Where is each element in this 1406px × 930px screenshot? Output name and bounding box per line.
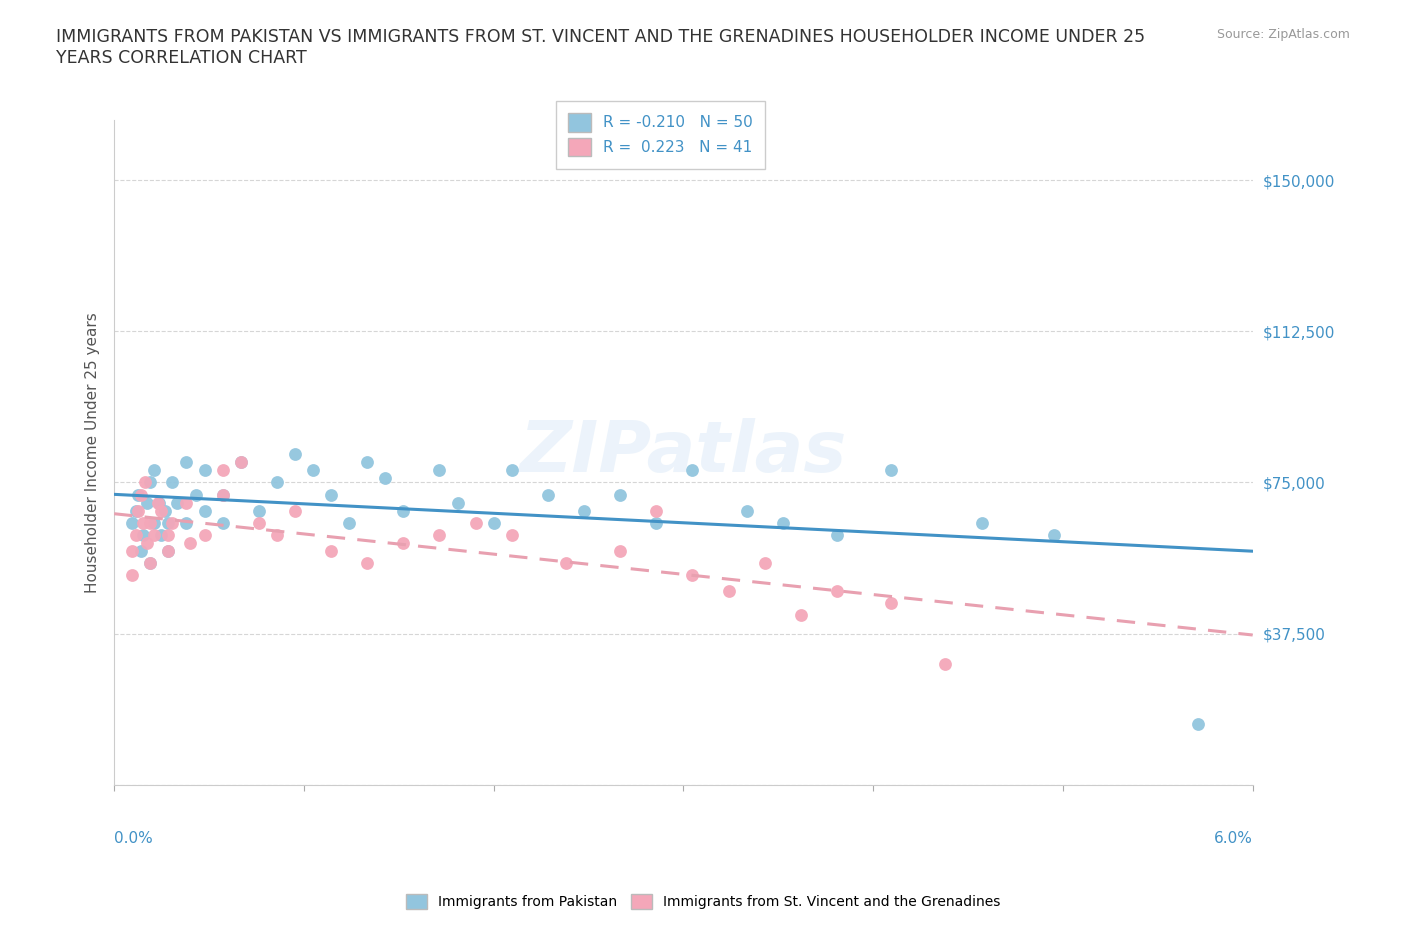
Point bbox=[121, 543, 143, 558]
Point bbox=[176, 495, 198, 510]
Point bbox=[142, 515, 165, 530]
Point bbox=[356, 455, 378, 470]
Point bbox=[337, 515, 360, 530]
Point bbox=[609, 543, 631, 558]
Point bbox=[645, 503, 668, 518]
Point bbox=[1187, 717, 1209, 732]
Text: IMMIGRANTS FROM PAKISTAN VS IMMIGRANTS FROM ST. VINCENT AND THE GRENADINES HOUSE: IMMIGRANTS FROM PAKISTAN VS IMMIGRANTS F… bbox=[56, 28, 1146, 67]
Point bbox=[682, 567, 704, 582]
Point bbox=[157, 543, 180, 558]
Point bbox=[501, 527, 523, 542]
Point bbox=[229, 455, 252, 470]
Legend: R = -0.210   N = 50, R =  0.223   N = 41: R = -0.210 N = 50, R = 0.223 N = 41 bbox=[555, 100, 765, 168]
Text: Source: ZipAtlas.com: Source: ZipAtlas.com bbox=[1216, 28, 1350, 41]
Point bbox=[157, 515, 180, 530]
Point bbox=[970, 515, 993, 530]
Point bbox=[193, 527, 215, 542]
Point bbox=[129, 543, 152, 558]
Text: 0.0%: 0.0% bbox=[114, 831, 153, 846]
Point bbox=[211, 515, 233, 530]
Point bbox=[150, 503, 173, 518]
Point bbox=[790, 608, 813, 623]
Point bbox=[139, 515, 162, 530]
Point bbox=[139, 555, 162, 570]
Point bbox=[139, 555, 162, 570]
Point bbox=[880, 463, 903, 478]
Point bbox=[166, 495, 188, 510]
Point bbox=[229, 455, 252, 470]
Point bbox=[127, 487, 149, 502]
Point bbox=[142, 463, 165, 478]
Point bbox=[160, 515, 183, 530]
Point bbox=[572, 503, 595, 518]
Point bbox=[537, 487, 560, 502]
Point bbox=[142, 527, 165, 542]
Point bbox=[464, 515, 486, 530]
Point bbox=[825, 527, 848, 542]
Point bbox=[135, 495, 157, 510]
Point bbox=[125, 503, 148, 518]
Point bbox=[682, 463, 704, 478]
Point bbox=[135, 536, 157, 551]
Text: 6.0%: 6.0% bbox=[1213, 831, 1253, 846]
Point bbox=[880, 596, 903, 611]
Point bbox=[501, 463, 523, 478]
Point bbox=[121, 515, 143, 530]
Point bbox=[184, 487, 207, 502]
Point bbox=[717, 584, 740, 599]
Point bbox=[211, 487, 233, 502]
Point bbox=[247, 515, 270, 530]
Point bbox=[609, 487, 631, 502]
Point bbox=[132, 527, 155, 542]
Y-axis label: Householder Income Under 25 years: Householder Income Under 25 years bbox=[86, 312, 100, 592]
Point bbox=[772, 515, 794, 530]
Point bbox=[176, 455, 198, 470]
Point bbox=[319, 487, 342, 502]
Point bbox=[146, 495, 169, 510]
Point bbox=[429, 463, 451, 478]
Point bbox=[148, 495, 170, 510]
Point bbox=[179, 536, 201, 551]
Point bbox=[132, 515, 155, 530]
Point bbox=[825, 584, 848, 599]
Point bbox=[284, 446, 307, 461]
Point bbox=[555, 555, 578, 570]
Point bbox=[374, 471, 396, 485]
Point bbox=[754, 555, 776, 570]
Point bbox=[446, 495, 468, 510]
Point bbox=[176, 515, 198, 530]
Point bbox=[284, 503, 307, 518]
Point bbox=[153, 503, 176, 518]
Point bbox=[150, 527, 173, 542]
Point bbox=[134, 475, 156, 490]
Point bbox=[157, 527, 180, 542]
Point bbox=[266, 527, 288, 542]
Point bbox=[266, 475, 288, 490]
Point bbox=[129, 487, 152, 502]
Point bbox=[482, 515, 505, 530]
Text: ZIPatlas: ZIPatlas bbox=[520, 418, 846, 486]
Point bbox=[125, 527, 148, 542]
Point bbox=[139, 475, 162, 490]
Point bbox=[356, 555, 378, 570]
Point bbox=[302, 463, 325, 478]
Point bbox=[193, 463, 215, 478]
Legend: Immigrants from Pakistan, Immigrants from St. Vincent and the Grenadines: Immigrants from Pakistan, Immigrants fro… bbox=[406, 895, 1000, 910]
Point bbox=[319, 543, 342, 558]
Point bbox=[392, 503, 415, 518]
Point bbox=[121, 567, 143, 582]
Point bbox=[429, 527, 451, 542]
Point bbox=[392, 536, 415, 551]
Point bbox=[1043, 527, 1066, 542]
Point bbox=[160, 475, 183, 490]
Point bbox=[645, 515, 668, 530]
Point bbox=[211, 487, 233, 502]
Point bbox=[157, 543, 180, 558]
Point bbox=[127, 503, 149, 518]
Point bbox=[735, 503, 758, 518]
Point bbox=[211, 463, 233, 478]
Point bbox=[934, 657, 956, 671]
Point bbox=[247, 503, 270, 518]
Point bbox=[193, 503, 215, 518]
